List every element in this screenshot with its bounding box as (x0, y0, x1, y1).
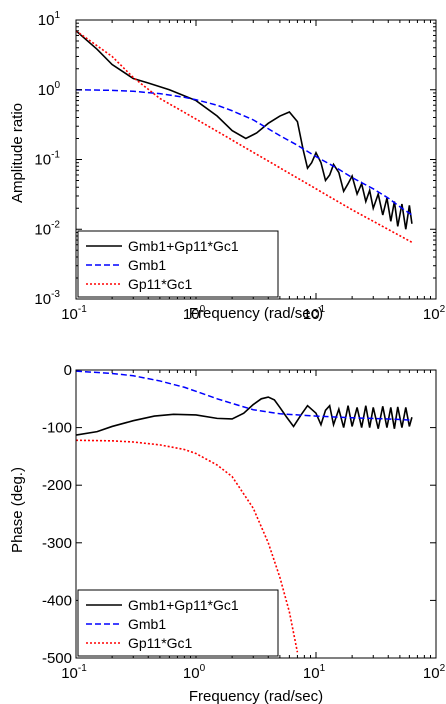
y-tick-label: 10-1 (34, 150, 60, 169)
legend-entry-label: Gmb1+Gp11*Gc1 (128, 238, 239, 254)
amplitude-x-axis-label: Frequency (rad/sec) (189, 305, 323, 322)
plot-frame (75, 369, 437, 659)
legend-entry-label: Gmb1 (128, 616, 166, 632)
legend-entry-label: Gp11*Gc1 (128, 276, 193, 292)
series-line-gp11-gc1 (76, 439, 299, 653)
y-tick-label: -300 (42, 535, 72, 552)
x-tick-label: 102 (423, 304, 446, 323)
x-tick-label: 100 (183, 304, 206, 323)
y-tick-label: 0 (64, 362, 72, 379)
legend-entry-label: Gmb1 (128, 257, 166, 273)
x-tick-label: 100 (183, 663, 206, 682)
legend-box (77, 589, 279, 657)
series-line-gmb1 (76, 370, 412, 421)
y-tick-label: 10-2 (34, 219, 60, 238)
legend: Gmb1+Gp11*Gc1 Gmb1 Gp11*Gc1 (77, 589, 279, 657)
phase-chart: Phase (deg.) Frequency (rad/sec) 10-1 100… (9, 362, 446, 704)
series-line-gp11-gc1 (76, 30, 413, 244)
legend-entry-label: Gp11*Gc1 (128, 635, 193, 651)
series-line-gmb1-gp11-gc1 (76, 30, 413, 230)
legend-entry-label: Gmb1+Gp11*Gc1 (128, 597, 239, 613)
y-tick-label: 101 (38, 10, 61, 29)
legend-box (77, 230, 279, 298)
legend: Gmb1+Gp11*Gc1 Gmb1 Gp11*Gc1 (77, 230, 279, 298)
y-tick-label: -500 (42, 650, 72, 667)
y-tick-label: -100 (42, 420, 72, 437)
y-tick-label: -400 (42, 592, 72, 609)
x-tick-label: 10-1 (61, 304, 87, 323)
phase-x-axis-label: Frequency (rad/sec) (189, 688, 323, 704)
x-tick-label: 10-1 (61, 663, 87, 682)
phase-y-axis-label: Phase (deg.) (9, 467, 26, 553)
y-tick-label: 100 (38, 80, 61, 99)
x-tick-label: 101 (303, 663, 326, 682)
x-tick-label: 102 (423, 663, 446, 682)
y-tick-label: -200 (42, 477, 72, 494)
y-tick-label: 10-3 (34, 289, 60, 308)
series-line-gmb1-gp11-gc1 (76, 396, 413, 436)
amplitude-y-axis-label: Amplitude ratio (9, 103, 26, 203)
amplitude-chart: Amplitude ratio Frequency (rad/sec) 10-1… (9, 10, 446, 323)
x-tick-label: 101 (303, 304, 326, 323)
